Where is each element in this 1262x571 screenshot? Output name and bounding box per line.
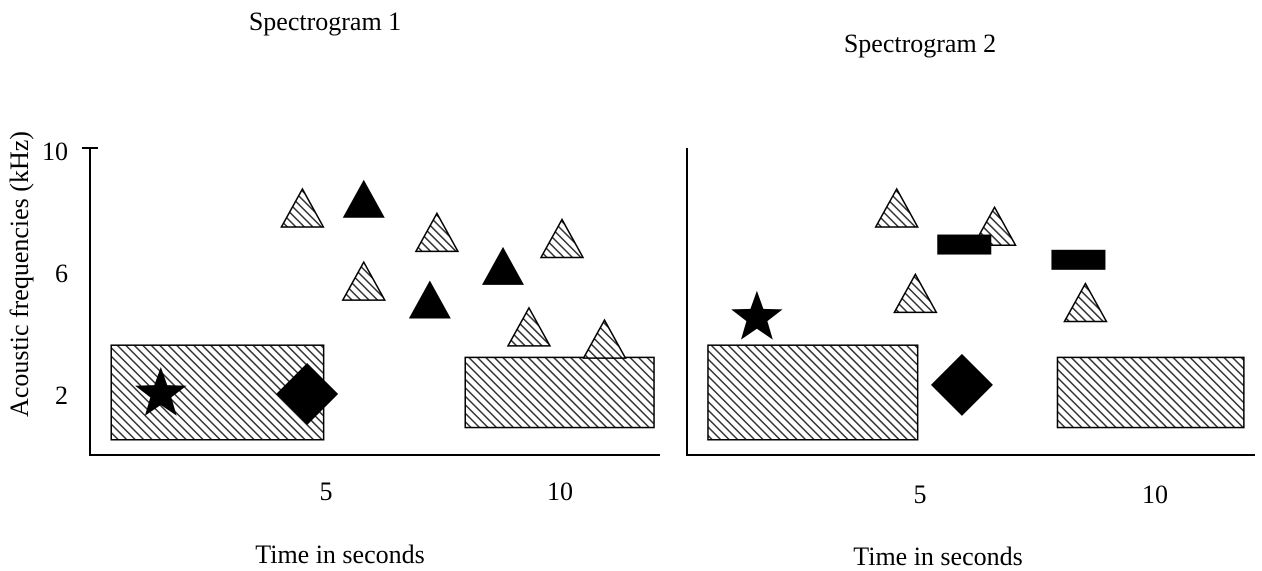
y-tick-label: 10 — [42, 137, 68, 166]
hatched-triangle — [1064, 284, 1106, 322]
solid-triangle — [409, 280, 451, 318]
hatched-rectangle — [465, 357, 654, 427]
x-tick-label: 5 — [320, 477, 333, 506]
y-tick-label: 2 — [55, 381, 68, 410]
hatched-triangle — [583, 320, 625, 358]
hatched-triangle — [343, 262, 385, 300]
hatched-triangle — [894, 274, 936, 312]
spectrogram-1-panel: Spectrogram 1 Acoustic frequencies (kHz)… — [5, 7, 660, 569]
star-shape — [731, 291, 782, 340]
panel-shapes — [111, 180, 654, 440]
x-axis-label: Time in seconds — [853, 542, 1023, 571]
diamond-shape — [931, 354, 993, 416]
hatched-triangle — [541, 219, 583, 257]
solid-triangle — [482, 247, 524, 285]
solid-bar — [1051, 250, 1105, 270]
x-tick-label: 5 — [914, 480, 927, 509]
solid-triangle — [343, 180, 385, 218]
panel-title: Spectrogram 1 — [249, 7, 401, 36]
hatched-triangle — [508, 308, 550, 346]
x-tick-label: 10 — [1142, 480, 1168, 509]
hatched-rectangle — [708, 345, 918, 440]
panel-title: Spectrogram 2 — [844, 29, 996, 58]
y-axis-label: Acoustic frequencies (kHz) — [5, 131, 34, 417]
hatched-triangle — [876, 189, 918, 227]
hatched-rectangle — [1057, 357, 1243, 427]
y-tick-label: 6 — [55, 259, 68, 288]
spectrogram-2-panel: Spectrogram 2 5 10 Time in seconds — [687, 29, 1255, 571]
panel-shapes — [708, 189, 1244, 440]
solid-bar — [937, 235, 991, 255]
hatched-triangle — [281, 189, 323, 227]
hatched-triangle — [416, 213, 458, 251]
x-axis-label: Time in seconds — [255, 540, 425, 569]
x-tick-label: 10 — [547, 477, 573, 506]
